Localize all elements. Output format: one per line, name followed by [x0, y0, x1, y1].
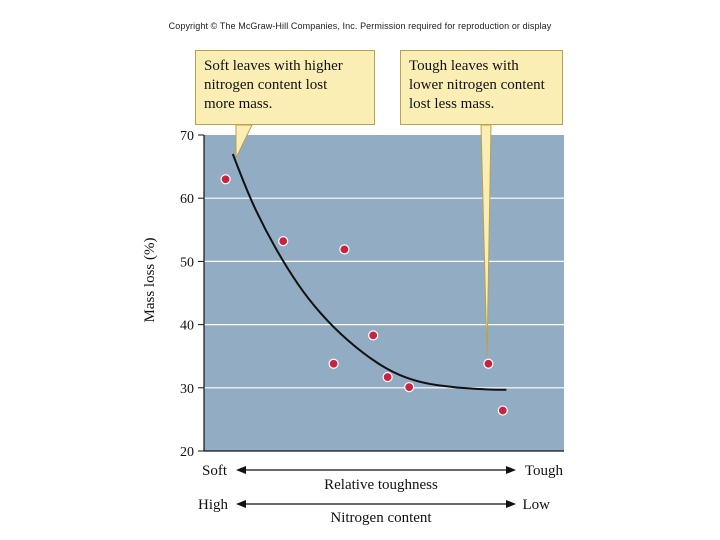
data-point: [328, 358, 339, 369]
x2-axis-arrow: [236, 500, 516, 508]
callout-pointers: [235, 124, 492, 357]
data-point: [404, 382, 415, 393]
callout-left-pointer: [235, 124, 253, 159]
y-tick-label: 20: [180, 445, 194, 460]
copyright-notice: Copyright © The McGraw-Hill Companies, I…: [168, 21, 552, 31]
y-tick-label: 60: [180, 192, 194, 207]
x-axis-arrow: [236, 466, 516, 474]
data-point: [483, 358, 494, 369]
y-tick-label: 30: [180, 382, 194, 397]
x2-axis-label: Nitrogen content: [330, 510, 432, 526]
callout-right-line2: lower nitrogen content: [409, 77, 545, 93]
callout-soft-leaves: Soft leaves with higher nitrogen content…: [195, 50, 375, 125]
data-points: [220, 174, 508, 416]
callout-tough-leaves: Tough leaves with lower nitrogen content…: [400, 50, 563, 125]
x2-axis-left-label: High: [198, 497, 229, 513]
data-point: [497, 405, 508, 416]
callout-left-line2: nitrogen content lost: [204, 77, 328, 93]
trend-curve: [231, 153, 507, 391]
plot-area: [204, 135, 564, 451]
grid-lines: [204, 197, 564, 389]
y-tick-label: 70: [180, 129, 194, 144]
x-axis-label: Relative toughness: [324, 477, 438, 493]
callout-left-line3: more mass.: [204, 96, 273, 112]
data-point: [339, 244, 350, 255]
data-point: [278, 236, 289, 247]
callout-left-line1: Soft leaves with higher: [204, 58, 343, 74]
data-point: [382, 371, 393, 383]
y-tick-label: 40: [180, 319, 194, 334]
callout-right-pointer: [480, 124, 492, 357]
x2-axis-right-label: Low: [523, 497, 551, 513]
trend-curve-group: [231, 153, 507, 391]
y-axis-label: Mass loss (%): [142, 237, 158, 322]
x-axis-left-label: Soft: [202, 463, 228, 479]
y-tick-label: 50: [180, 255, 194, 270]
data-point: [368, 330, 379, 341]
data-point: [220, 174, 231, 185]
x-axis-right-label: Tough: [525, 463, 564, 479]
callout-right-line3: lost less mass.: [409, 96, 495, 112]
callout-right-line1: Tough leaves with: [409, 58, 519, 74]
y-axis: 20 30 40 50 60 70: [180, 129, 564, 460]
